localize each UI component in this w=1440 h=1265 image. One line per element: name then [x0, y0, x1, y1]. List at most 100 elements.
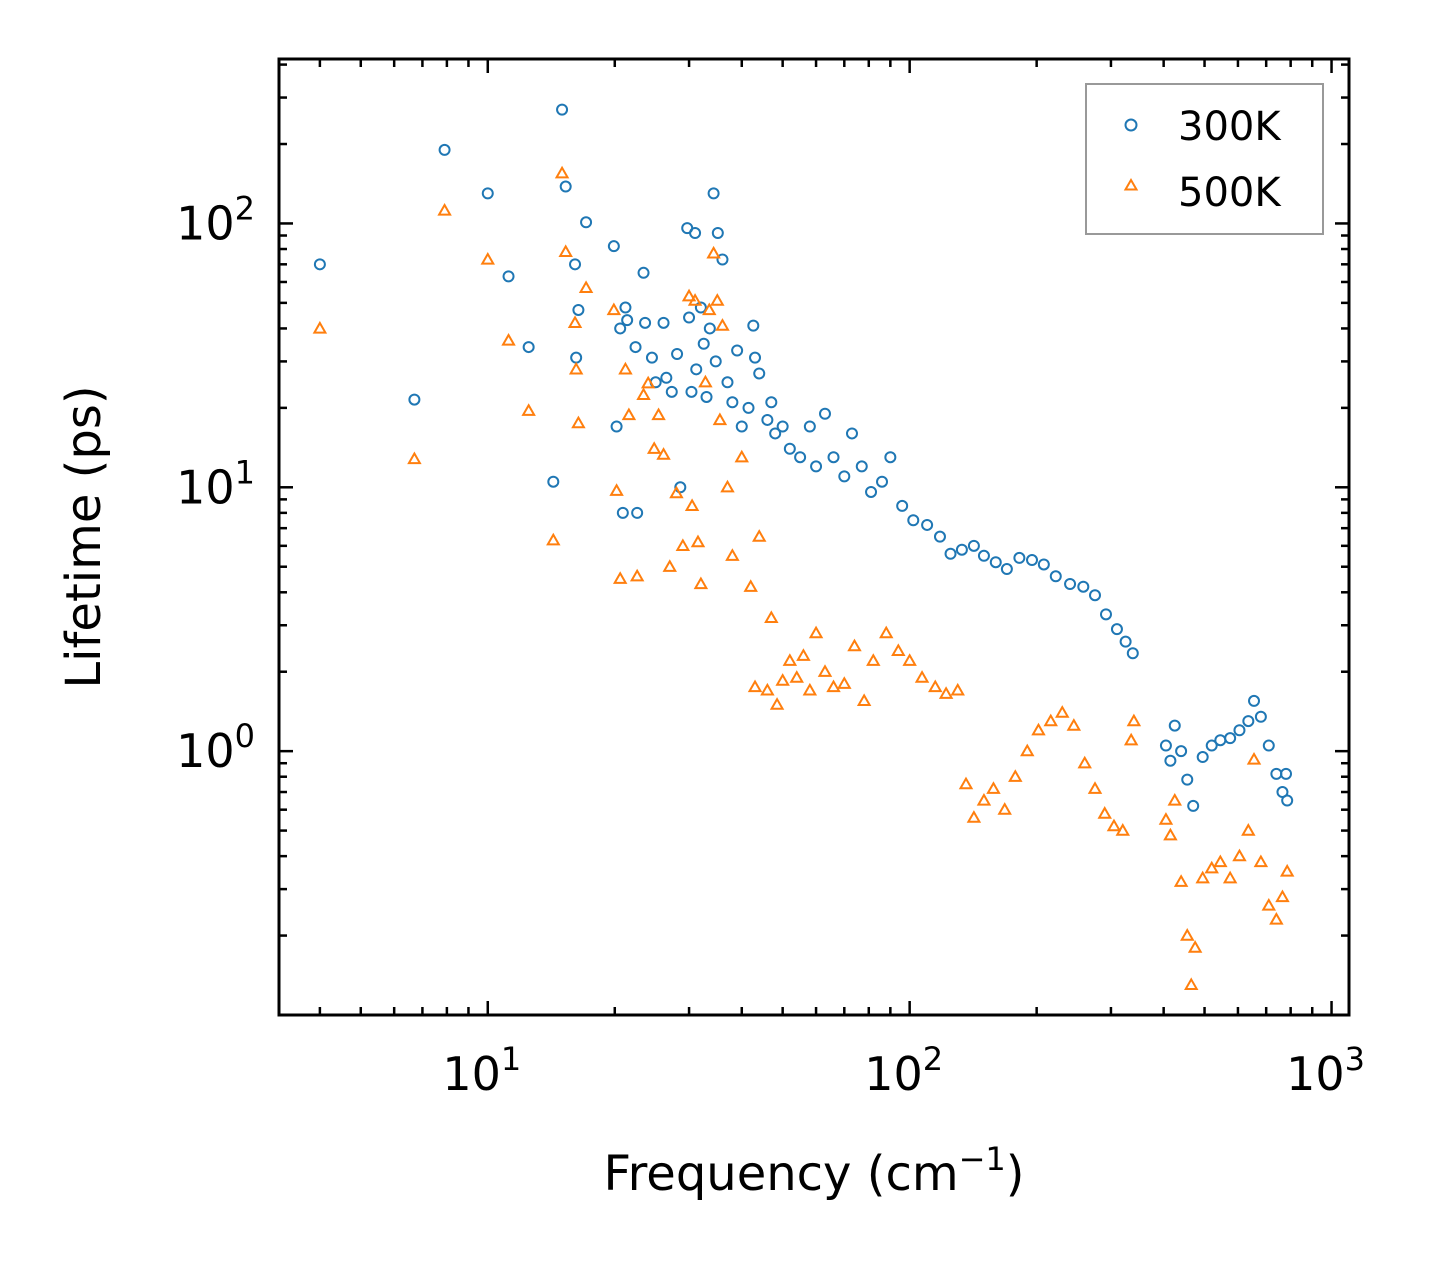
point-500k [1213, 854, 1228, 868]
point-500k [752, 529, 767, 542]
point-300k [709, 355, 722, 368]
point-300k [645, 351, 658, 364]
series-300k [313, 103, 1294, 812]
point-300k [1280, 767, 1293, 780]
point-500k [958, 776, 974, 790]
point-500k [720, 479, 735, 493]
point-500k [407, 451, 422, 465]
point-300k [572, 303, 585, 316]
point-300k [1248, 694, 1261, 707]
point-500k [966, 810, 982, 823]
point-500k [621, 407, 637, 421]
point-500k [1195, 870, 1210, 884]
point-500k [687, 293, 703, 306]
y-tick-labels: 100 101 102 [176, 189, 255, 778]
point-500k [1077, 755, 1092, 769]
point-500k [1269, 912, 1284, 925]
point-500k [1066, 718, 1082, 731]
point-500k [646, 441, 662, 454]
point-300k [1262, 739, 1275, 752]
point-500k [662, 559, 677, 572]
point-500k [1020, 743, 1035, 757]
point-300k [731, 344, 744, 357]
point-500k [796, 648, 811, 661]
point-500k [636, 387, 651, 401]
point-500k [1241, 823, 1256, 836]
point-300k [1164, 754, 1177, 767]
point-500k [640, 375, 656, 389]
point-500k [702, 302, 717, 316]
point-500k [1232, 848, 1247, 862]
point-300k [707, 187, 720, 200]
point-500k [782, 653, 798, 666]
point-500k [501, 333, 516, 346]
point-500k [1184, 977, 1199, 991]
point-500k [1279, 863, 1295, 877]
point-300k [674, 481, 687, 494]
point-300k [716, 253, 729, 266]
point-500k [712, 412, 728, 426]
x-tick-label: 101 [442, 1040, 521, 1101]
point-300k [944, 547, 957, 560]
point-300k [1110, 623, 1123, 636]
point-300k [481, 187, 494, 200]
point-500k [558, 244, 573, 258]
point-300k [1254, 710, 1267, 723]
x-tick-label: 102 [864, 1040, 943, 1101]
point-300k [803, 420, 816, 433]
point-500k [902, 653, 917, 666]
point-500k [618, 361, 633, 375]
x-tick-labels: 101 102 103 [442, 1040, 1365, 1101]
point-300k [703, 322, 716, 335]
point-500k [1123, 732, 1139, 746]
point-300k [933, 530, 946, 543]
point-300k [1196, 751, 1209, 764]
point-300k [769, 427, 782, 440]
point-300k [660, 371, 673, 384]
point-300k [697, 337, 710, 350]
point-500k [914, 670, 930, 683]
point-300k [313, 258, 326, 271]
point-300k [621, 314, 634, 327]
point-500k [837, 676, 852, 689]
point-300k [694, 301, 707, 314]
point-500k [710, 293, 725, 306]
point-500k [546, 532, 561, 546]
point-300k [619, 301, 632, 314]
point-500k [669, 485, 684, 499]
point-500k [856, 693, 872, 707]
point-500k [1163, 827, 1178, 841]
legend-marker-500k [1123, 178, 1139, 191]
point-500k [609, 483, 624, 496]
point-500k [1008, 769, 1023, 782]
point-500k [698, 374, 713, 388]
point-300k [1089, 589, 1102, 602]
point-300k [735, 420, 748, 433]
point-500k [715, 318, 730, 331]
point-500k [1087, 781, 1103, 794]
point-300k [721, 376, 734, 389]
y-axis-title: Lifetime (ps) [56, 385, 112, 688]
point-500k [693, 576, 709, 590]
point-300k [631, 506, 644, 519]
x-tick-label: 103 [1286, 1040, 1365, 1101]
point-300k [742, 401, 755, 414]
point-500k [764, 610, 779, 623]
point-300k [765, 396, 778, 409]
point-300k [989, 556, 1002, 569]
point-300k [1159, 739, 1172, 752]
point-500k [612, 571, 628, 584]
point-300k [907, 514, 920, 527]
legend-label-300k: 300K [1178, 104, 1282, 150]
point-500k [769, 697, 785, 710]
point-300k [1168, 719, 1181, 732]
point-500k [747, 679, 763, 693]
point-300k [967, 539, 980, 552]
point-500k [578, 280, 594, 293]
point-300k [1224, 732, 1237, 745]
point-300k [438, 143, 451, 156]
point-300k [977, 549, 990, 562]
point-500k [1043, 713, 1058, 727]
point-500k [675, 538, 691, 551]
